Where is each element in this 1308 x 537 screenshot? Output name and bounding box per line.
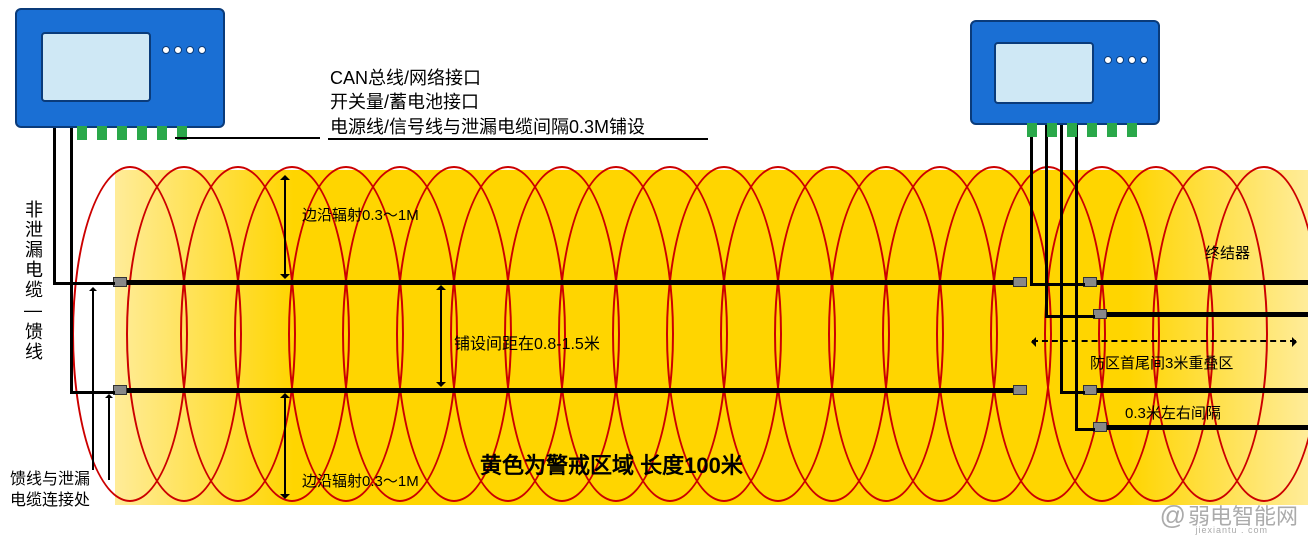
spacing-arrow <box>440 286 442 386</box>
feed-cable-vertical-label: 非泄漏电缆—馈线 <box>20 200 46 362</box>
leaky-cable-top <box>115 280 1025 285</box>
feed-line-left-2 <box>70 128 73 393</box>
edge-radiation-arrow-bot <box>284 394 286 498</box>
edge-radiation-arrow-top <box>284 176 286 278</box>
leaky-cable-right-bot <box>1085 388 1308 393</box>
main-title: 黄色为警戒区域 长度100米 <box>480 448 743 480</box>
controller-left <box>15 8 225 128</box>
leaky-cable-right-mid <box>1095 312 1308 317</box>
controller-right-screen <box>994 42 1094 104</box>
feed-line-right-1-h <box>1030 283 1085 286</box>
edge-radiation-label-top: 边沿辐射0.3～1M <box>302 204 419 225</box>
feed-line-right-1 <box>1030 125 1033 285</box>
spacing-label: 铺设间距在0.8-1.5米 <box>454 330 600 354</box>
feed-leader-1 <box>92 288 94 470</box>
controller-left-ports <box>77 126 187 140</box>
feed-line-right-4-h <box>1075 428 1095 431</box>
controller-left-screen <box>41 32 151 102</box>
feed-line-right-2 <box>1045 125 1048 317</box>
controller-right-ports <box>1027 123 1137 137</box>
controller-right <box>970 20 1160 125</box>
overlap-arrow <box>1032 340 1296 342</box>
watermark-sub: jiexiantu . com <box>1195 525 1268 535</box>
feed-line-left-1 <box>53 128 56 284</box>
feed-connection-label: 馈线与泄漏电缆连接处 <box>10 470 90 512</box>
feed-leader-2 <box>108 395 110 480</box>
leaky-cable-bottom <box>115 388 1025 393</box>
controller-right-buttons <box>1104 56 1148 64</box>
feed-line-right-4 <box>1075 125 1078 430</box>
leaky-cable-right-low <box>1095 425 1308 430</box>
feed-line-right-3-h <box>1060 391 1085 394</box>
edge-radiation-label-bot: 边沿辐射0.3～1M <box>302 470 419 491</box>
leaky-cable-right-top <box>1085 280 1308 285</box>
feed-line-right-3 <box>1060 125 1063 393</box>
feed-line-left-1-h <box>53 282 115 285</box>
interface-notes: CAN总线/网络接口开关量/蓄电池接口电源线/信号线与泄漏电缆间隔0.3M铺设 <box>330 66 645 139</box>
interface-leader-line <box>175 137 320 139</box>
controller-left-buttons <box>162 46 206 54</box>
overlap-label: 防区首尾间3米重叠区 <box>1090 352 1233 373</box>
interface-underline <box>328 138 708 140</box>
feed-line-right-2-h <box>1045 315 1095 318</box>
gap-label: 0.3米左右间隔 <box>1125 402 1221 423</box>
terminator-label: 终结器 <box>1205 242 1250 263</box>
